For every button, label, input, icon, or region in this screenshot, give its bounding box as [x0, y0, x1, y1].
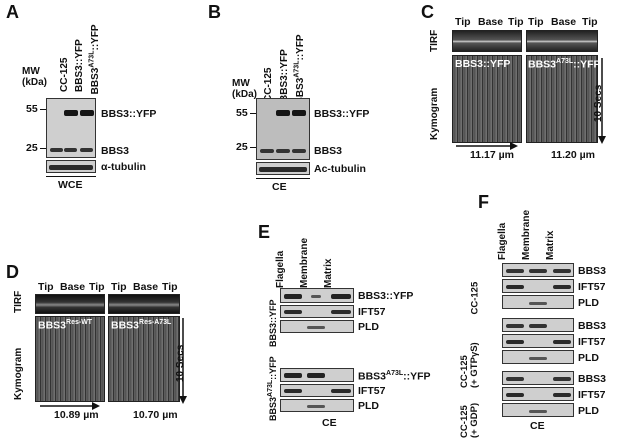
axis-label: Tip	[162, 281, 178, 293]
mw-label: MW (kDa)	[22, 66, 48, 88]
axis-label: Tip	[455, 16, 471, 28]
western-blot	[46, 98, 96, 158]
band-label: IFT57	[358, 385, 386, 397]
band-label: PLD	[578, 297, 599, 309]
scale-label: 11.17 µm	[470, 149, 514, 161]
axis-label: Tip	[582, 16, 598, 28]
axis-label: Tip	[38, 281, 54, 293]
western-blot	[280, 305, 354, 318]
band-label: BBS3::YFP	[358, 290, 414, 302]
kymogram-label: BBS3A73L::YFP	[528, 58, 601, 71]
panel-letter: D	[6, 262, 19, 282]
kymogram-image	[452, 55, 522, 143]
tirf-image	[108, 294, 180, 314]
strain-label: CC-125 (+ GTPγS)	[459, 342, 481, 388]
kymogram-label: BBS3::YFP	[455, 58, 511, 70]
axis-label: Base	[60, 281, 86, 293]
western-blot	[502, 403, 574, 417]
band-label: BBS3	[578, 265, 607, 277]
strain-label: BBS3::YFP	[268, 299, 278, 347]
band-label: BBS3	[578, 320, 607, 332]
column-label: Membrane	[299, 237, 310, 288]
kymogram-image	[526, 55, 598, 143]
axis-label: Base	[551, 16, 577, 28]
band-label: BBS3	[578, 373, 607, 385]
band-label: IFT57	[578, 389, 606, 401]
panel-letter: F	[478, 192, 489, 212]
fraction-label: CE	[322, 417, 337, 429]
band-label: Ac-tubulin	[314, 163, 366, 175]
scale-label: 10.89 µm	[54, 409, 99, 421]
band-label: BBS3	[101, 145, 130, 157]
axis-label: Base	[478, 16, 504, 28]
tirf-image	[526, 30, 598, 52]
western-blot	[280, 399, 354, 412]
mw-marker: 25	[236, 141, 248, 153]
column-label: Membrane	[521, 209, 532, 260]
kymogram-image	[35, 316, 105, 402]
band-label: PLD	[578, 352, 599, 364]
fraction-label: CE	[530, 420, 545, 432]
band-label: PLD	[358, 400, 379, 412]
column-label: Matrix	[323, 258, 334, 288]
band-label: IFT57	[578, 336, 606, 348]
column-label: Flagella	[497, 222, 508, 260]
mw-marker: 55	[26, 103, 38, 115]
band-label: BBS3A73L::YFP	[358, 370, 431, 383]
band-label: PLD	[358, 321, 379, 333]
loading-control-blot	[46, 160, 96, 173]
axis-label: Tip	[89, 281, 105, 293]
fraction-label: CE	[272, 181, 287, 193]
western-blot	[502, 371, 574, 385]
band-label: IFT57	[358, 306, 386, 318]
kymogram-label: BBS3Res-A73L	[111, 319, 172, 332]
panel-letter: E	[258, 222, 271, 242]
band-label: BBS3	[314, 145, 343, 157]
axis-label: Tip	[528, 16, 544, 28]
column-label: Flagella	[275, 250, 286, 288]
western-blot	[280, 368, 354, 382]
column-label: Matrix	[545, 230, 556, 260]
band-label: α-tubulin	[101, 161, 146, 173]
western-blot	[280, 320, 354, 333]
axis-label: Base	[133, 281, 159, 293]
tirf-image	[35, 294, 105, 314]
strain-label: CC-125	[469, 281, 481, 315]
western-blot	[502, 350, 574, 364]
scale-label: 10.70 µm	[133, 409, 178, 421]
mw-marker: 55	[236, 107, 248, 119]
kymogram-label: BBS3Res-WT	[38, 319, 93, 332]
time-label: 10 Secs	[175, 344, 186, 382]
mw-label: MW (kDa)	[232, 78, 258, 100]
loading-control-blot	[256, 162, 310, 175]
panel-letter: B	[208, 2, 221, 22]
axis-label: Tip	[508, 16, 524, 28]
western-blot	[502, 318, 574, 332]
panel-letter: C	[421, 2, 434, 22]
tirf-image	[452, 30, 522, 52]
kymogram-image	[108, 316, 180, 402]
band-label: PLD	[578, 405, 599, 417]
axis-label: Tip	[111, 281, 127, 293]
band-label: IFT57	[578, 281, 606, 293]
western-blot	[502, 334, 574, 348]
western-blot	[502, 263, 574, 277]
band-label: BBS3::YFP	[101, 108, 157, 120]
fraction-label: WCE	[58, 179, 83, 191]
scale-label: 11.20 µm	[551, 149, 595, 161]
panel-letter: A	[6, 2, 19, 22]
mw-marker: 25	[26, 142, 38, 154]
western-blot	[502, 279, 574, 293]
western-blot	[256, 98, 310, 160]
band-label: BBS3::YFP	[314, 108, 370, 120]
western-blot	[502, 295, 574, 309]
strain-label: BBS3A73L::YFP	[267, 356, 278, 421]
western-blot	[280, 384, 354, 397]
western-blot	[502, 387, 574, 401]
western-blot	[280, 288, 354, 303]
